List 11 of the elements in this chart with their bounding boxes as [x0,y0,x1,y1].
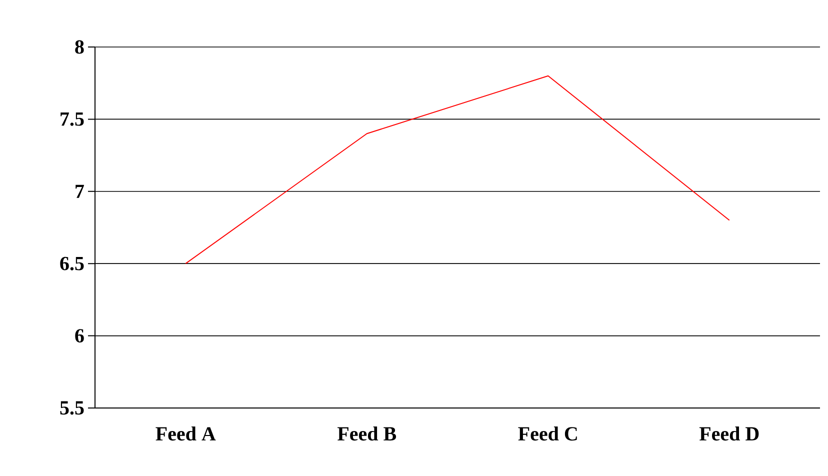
x-tick-label: Feed C [518,426,577,441]
y-tick-label: 6.5 [60,256,84,270]
y-tick-label: 7 [76,184,84,198]
x-tick-label: Feed B [338,426,396,441]
x-tick-label: Feed D [699,426,759,441]
y-tick-label: 7.5 [60,112,84,126]
line-series [185,75,730,264]
y-tick-label: 5.5 [60,401,84,415]
y-tick-label: 6 [75,329,84,342]
y-tick-label: 8 [75,40,84,54]
x-tick-label: Feed A [156,426,216,441]
